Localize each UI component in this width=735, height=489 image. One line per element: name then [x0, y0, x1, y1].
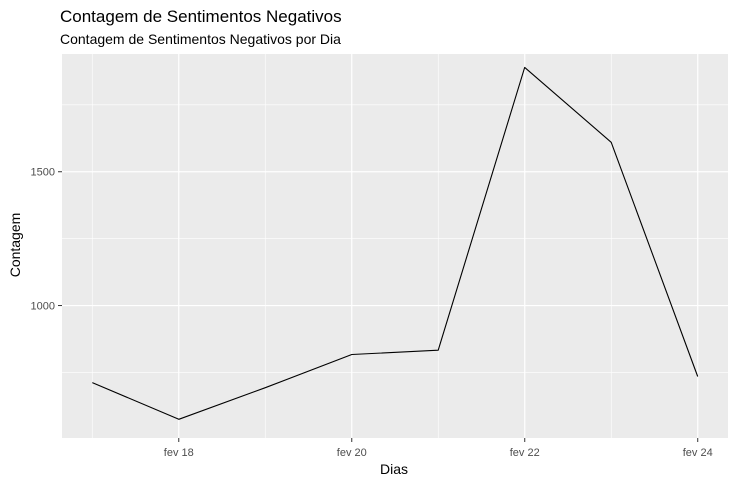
- plot-panel: [62, 54, 728, 438]
- x-axis: fev 18 fev 20 fev 22 fev 24: [164, 438, 713, 459]
- chart-title: Contagem de Sentimentos Negativos: [60, 7, 342, 26]
- x-tick-label: fev 20: [337, 447, 367, 459]
- y-axis: 1000 1500: [31, 167, 62, 313]
- x-tick-label: fev 22: [510, 447, 540, 459]
- y-tick-label: 1000: [31, 301, 55, 313]
- chart-subtitle: Contagem de Sentimentos Negativos por Di…: [60, 31, 341, 47]
- x-tick-label: fev 24: [683, 447, 713, 459]
- y-tick-label: 1500: [31, 167, 55, 179]
- x-tick-label: fev 18: [164, 447, 194, 459]
- x-axis-label: Dias: [380, 461, 408, 477]
- y-axis-label: Contagem: [7, 213, 23, 278]
